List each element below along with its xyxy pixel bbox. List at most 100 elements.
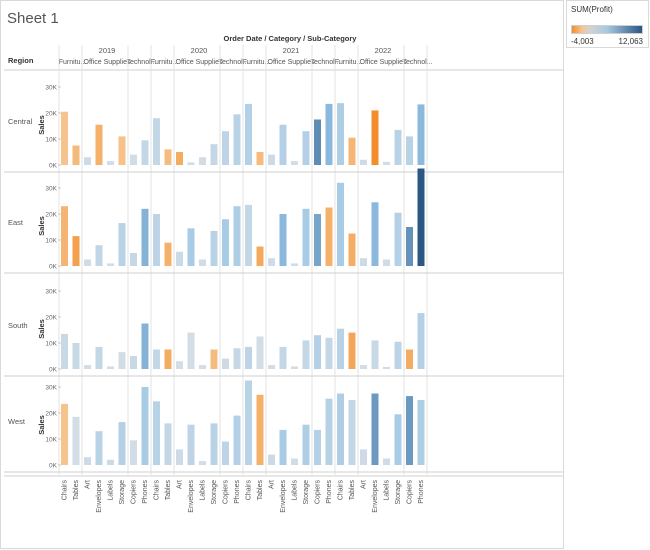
bar-central-2020-2 (176, 152, 183, 165)
y-tick-west-30K: 30K (45, 385, 57, 392)
subcategory-label-2021-art: Art (269, 480, 276, 489)
bar-south-2022-0 (337, 328, 344, 369)
bar-east-2021-4 (291, 263, 298, 266)
bar-west-2020-5 (210, 423, 218, 465)
bar-south-2020-5 (210, 349, 218, 369)
bar-west-2022-1 (348, 400, 356, 465)
bar-south-2020-0 (153, 349, 160, 369)
region-label-south: South (8, 321, 28, 330)
bar-south-2019-7 (141, 323, 149, 369)
subcategory-label-2020-phones: Phones (234, 480, 241, 504)
bar-west-2020-7 (233, 415, 241, 465)
y-tick-east-20K: 20K (45, 212, 57, 219)
bar-south-2022-2 (360, 365, 367, 369)
bar-central-2022-5 (394, 129, 402, 165)
bar-central-2022-2 (360, 159, 367, 165)
bar-south-2019-5 (118, 352, 126, 369)
year-header-2019: 2019 (99, 46, 116, 55)
y-axis-title-central: Sales (37, 115, 46, 135)
bar-central-2020-4 (199, 157, 206, 165)
y-tick-east-10K: 10K (45, 238, 57, 245)
bar-south-2019-0 (61, 333, 68, 369)
bar-west-2019-6 (130, 440, 137, 465)
y-tick-west-0K: 0K (49, 463, 58, 470)
bar-west-2020-6 (222, 441, 229, 465)
subcategory-label-2019-tables: Tables (73, 480, 80, 501)
bar-east-2021-3 (279, 214, 287, 266)
subcategory-label-2019-chairs: Chairs (62, 480, 69, 501)
year-header-2021: 2021 (283, 46, 300, 55)
bar-west-2019-4 (107, 459, 114, 465)
bar-east-2022-1 (348, 233, 356, 266)
bar-central-2022-4 (383, 161, 390, 165)
bar-east-2019-3 (95, 245, 103, 266)
bar-west-2021-3 (279, 429, 287, 465)
bar-west-2021-1 (256, 394, 264, 465)
legend-max-label: 12,063 (618, 37, 643, 46)
bar-south-2022-7 (417, 313, 425, 369)
subcategory-label-2022-labels: Labels (384, 480, 391, 501)
bar-east-2022-3 (371, 202, 379, 266)
bar-central-2019-6 (130, 154, 137, 165)
bar-south-2021-3 (279, 346, 287, 369)
subcategory-label-2020-art: Art (177, 480, 184, 489)
bar-south-2020-6 (222, 358, 229, 369)
category-header-2019-0: Furnitu... (59, 59, 87, 66)
bar-south-2019-2 (84, 365, 91, 369)
bar-central-2020-6 (222, 131, 229, 165)
bar-central-2020-5 (210, 144, 218, 165)
bar-south-2019-1 (72, 343, 80, 369)
bar-central-2021-2 (268, 154, 275, 165)
bar-central-2020-3 (187, 162, 195, 165)
bar-east-2021-5 (302, 208, 310, 266)
subcategory-label-2021-chairs: Chairs (246, 480, 253, 501)
subcategory-label-2021-storage: Storage (303, 480, 310, 505)
y-tick-central-0K: 0K (49, 163, 58, 170)
subcategory-label-2020-chairs: Chairs (154, 480, 161, 501)
bar-south-2021-5 (302, 340, 310, 369)
category-header-2020-2: Technol... (219, 59, 249, 66)
bar-west-2022-5 (394, 414, 402, 465)
bar-east-2020-7 (233, 206, 241, 266)
bar-east-2020-6 (222, 219, 229, 266)
bar-south-2021-6 (314, 335, 321, 369)
region-label-east: East (8, 218, 24, 227)
bar-central-2020-0 (153, 118, 160, 165)
bar-west-2022-2 (360, 449, 367, 465)
subcategory-label-2022-art: Art (361, 480, 368, 489)
bar-east-2019-7 (141, 208, 149, 266)
region-label-central: Central (8, 117, 33, 126)
y-tick-south-20K: 20K (45, 315, 57, 322)
category-header-2021-2: Technol... (311, 59, 341, 66)
bar-central-2022-7 (417, 104, 425, 165)
subcategory-label-2020-tables: Tables (165, 480, 172, 501)
bar-south-2020-4 (199, 365, 206, 369)
bar-central-2019-1 (72, 145, 80, 165)
category-header-2019-1: Office Supplies (84, 59, 131, 66)
subcategory-label-2019-storage: Storage (119, 480, 126, 505)
subcategory-label-2022-envelopes: Envelopes (372, 480, 379, 513)
y-tick-central-30K: 30K (45, 85, 57, 92)
subcategory-label-2022-tables: Tables (349, 480, 356, 501)
bar-south-2021-2 (268, 365, 275, 369)
region-label-west: West (8, 417, 26, 426)
bar-central-2019-7 (141, 140, 149, 165)
bar-south-2019-6 (130, 356, 137, 369)
subcategory-label-2019-envelopes: Envelopes (96, 480, 103, 513)
sales-bar-chart: Order Date / Category / Sub-Category Regi… (4, 34, 563, 513)
bar-west-2020-3 (187, 424, 195, 465)
y-axis-title-west: Sales (37, 415, 46, 435)
bar-east-2020-2 (176, 251, 183, 266)
bar-south-2022-1 (348, 332, 356, 369)
color-legend[interactable]: SUM(Profit) -4,003 12,063 (566, 0, 649, 48)
category-header-2021-0: Furnitu... (243, 59, 271, 66)
bar-east-2022-4 (383, 259, 390, 266)
subcategory-label-2020-labels: Labels (200, 480, 207, 501)
bar-east-2020-1 (164, 242, 172, 266)
bar-south-2020-7 (233, 348, 241, 369)
bar-south-2021-7 (325, 337, 333, 369)
bar-south-2022-3 (371, 340, 379, 369)
y-tick-west-20K: 20K (45, 411, 57, 418)
bar-east-2020-5 (210, 230, 218, 266)
bar-west-2021-6 (314, 429, 321, 465)
